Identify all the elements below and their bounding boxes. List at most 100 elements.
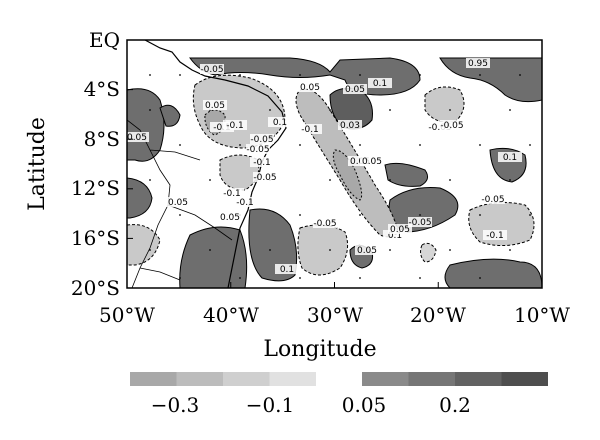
lat-tick-12s: 12°S xyxy=(71,176,120,200)
country-borders xyxy=(127,119,233,288)
contour-label-bg xyxy=(233,197,257,207)
negative-region-east-north xyxy=(424,86,465,123)
x-axis-title: Longitude xyxy=(263,337,376,362)
lon-tick-10w: 10°W xyxy=(514,303,570,327)
contour-label: 0.03 xyxy=(340,121,360,131)
contour-label-bg xyxy=(313,218,337,228)
contour-label: 0.05 xyxy=(127,133,147,143)
contour-label-bg xyxy=(210,122,234,132)
latitude-axis: EQ 4°S 8°S 12°S 16°S 20°S Latitude xyxy=(25,28,133,300)
contour-label-bg xyxy=(483,230,507,240)
longitude-axis: 50°W 40°W 30°W 20°W 10°W Longitude xyxy=(99,282,570,362)
positive-region-land-south xyxy=(179,226,248,288)
lon-tick-50w: 50°W xyxy=(99,303,155,327)
contour-label: -0.1 xyxy=(236,198,254,208)
contour-label-bg xyxy=(408,217,432,227)
contour-label-bg xyxy=(218,212,242,222)
colorbar-negative-swatch xyxy=(176,372,223,386)
contour-label-bg xyxy=(360,156,384,166)
positive-region-top-right xyxy=(439,57,542,103)
contour-label: 0.05 xyxy=(168,198,188,208)
lat-tick-eq: EQ xyxy=(89,28,120,52)
contour-label: 0.1 xyxy=(503,153,517,163)
contour-label: 0.05 xyxy=(220,213,240,223)
contour-label-bg xyxy=(368,78,392,88)
colorbar-positive-swatch xyxy=(408,372,455,386)
colorbar-negative-swatch xyxy=(269,372,316,386)
colorbar-label-neg-0-1: −0.1 xyxy=(246,393,295,417)
contour-label: -0.05 xyxy=(253,173,276,183)
contour-label: -0.1 xyxy=(226,121,244,131)
contour-label: -0.1 xyxy=(301,125,319,135)
contour-label-bg xyxy=(383,230,407,240)
coastline xyxy=(144,40,287,288)
lat-tick-8s: 8°S xyxy=(84,127,120,151)
contour-label-bg xyxy=(253,172,277,182)
negative-region-inner-diag xyxy=(332,149,363,201)
contour-label: 0.1 xyxy=(388,231,402,241)
lat-tick-16s: 16°S xyxy=(71,226,120,250)
contour-label-bg xyxy=(481,194,505,204)
contour-label: 0.05 xyxy=(345,85,365,95)
contour-label: -0.05 xyxy=(313,219,336,229)
contour-label-bg xyxy=(200,64,224,74)
positive-region-coast-south xyxy=(248,208,298,282)
contour-label-bg xyxy=(298,82,322,92)
contour-label-bg xyxy=(388,224,412,234)
contour-label: 0.1 xyxy=(273,118,287,128)
contour-label-bg xyxy=(125,132,149,142)
positive-region-small-inland xyxy=(159,104,181,127)
contour-label: -0.05 xyxy=(200,65,223,75)
contour-label-bg xyxy=(220,188,244,198)
lat-tick-4s: 4°S xyxy=(84,77,120,101)
contour-label: 0.05 xyxy=(362,157,382,167)
contour-label-bg xyxy=(250,134,274,144)
contour-label: -0.05 xyxy=(440,121,463,131)
contour-label-bg xyxy=(203,100,227,110)
negative-region-left-lower xyxy=(127,224,161,266)
lat-tick-20s: 20°S xyxy=(71,276,120,300)
contour-label: 0.05 xyxy=(205,101,225,111)
contour-label-bg xyxy=(343,84,367,94)
contour-label-bg xyxy=(250,157,274,167)
contour-labels: -0.050.050.1-0.10.05-0.05-0.10.03-0.050.… xyxy=(125,58,522,275)
contour-label-bg xyxy=(298,124,322,134)
colorbar-positive-swatch xyxy=(501,372,548,386)
contour-label-bg xyxy=(440,120,464,130)
contour-label: 0.95 xyxy=(468,59,488,69)
contour-label-bg xyxy=(338,120,362,130)
negative-region-small-south xyxy=(420,242,437,263)
contour-label: -0.05 xyxy=(408,218,431,228)
positive-region-left-lower xyxy=(127,177,153,219)
map-plot-area: -0.050.050.1-0.10.05-0.05-0.10.03-0.050.… xyxy=(125,39,543,289)
contour-label-bg xyxy=(275,264,299,274)
colorbar: −0.3 −0.1 0.05 0.2 xyxy=(130,372,548,417)
contour-label: 0.1 xyxy=(373,79,387,89)
positive-region-left-coast xyxy=(127,88,165,162)
contour-label-bg xyxy=(355,245,379,255)
contour-label: 0.1 xyxy=(280,265,294,275)
negative-region-southwest xyxy=(297,224,349,276)
contour-label: -0.1 xyxy=(213,123,231,133)
contour-label: -0.1 xyxy=(223,189,241,199)
contour-label-bg xyxy=(166,197,190,207)
contour-label-bg xyxy=(466,58,490,68)
contour-label: -0.05 xyxy=(250,135,273,145)
contour-label: 0.05 xyxy=(390,225,410,235)
colorbar-negative xyxy=(130,372,316,386)
colorbar-label-pos-0-2: 0.2 xyxy=(439,393,471,417)
contour-label-bg xyxy=(246,144,270,154)
contour-label: 0.05 xyxy=(357,246,377,256)
colorbar-label-neg-0-3: −0.3 xyxy=(151,393,200,417)
colorbar-negative-swatch xyxy=(130,372,177,386)
positive-region-bottom-right xyxy=(444,258,542,288)
contour-label-bg xyxy=(498,152,522,162)
colorbar-positive-swatch xyxy=(362,372,409,386)
contour-label-bg xyxy=(268,117,292,127)
y-axis-title: Latitude xyxy=(25,117,50,211)
contour-label: 0.05 xyxy=(300,83,320,93)
contour-label-bg xyxy=(223,120,247,130)
lon-tick-20w: 20°W xyxy=(410,303,466,327)
lon-tick-30w: 30°W xyxy=(307,303,363,327)
